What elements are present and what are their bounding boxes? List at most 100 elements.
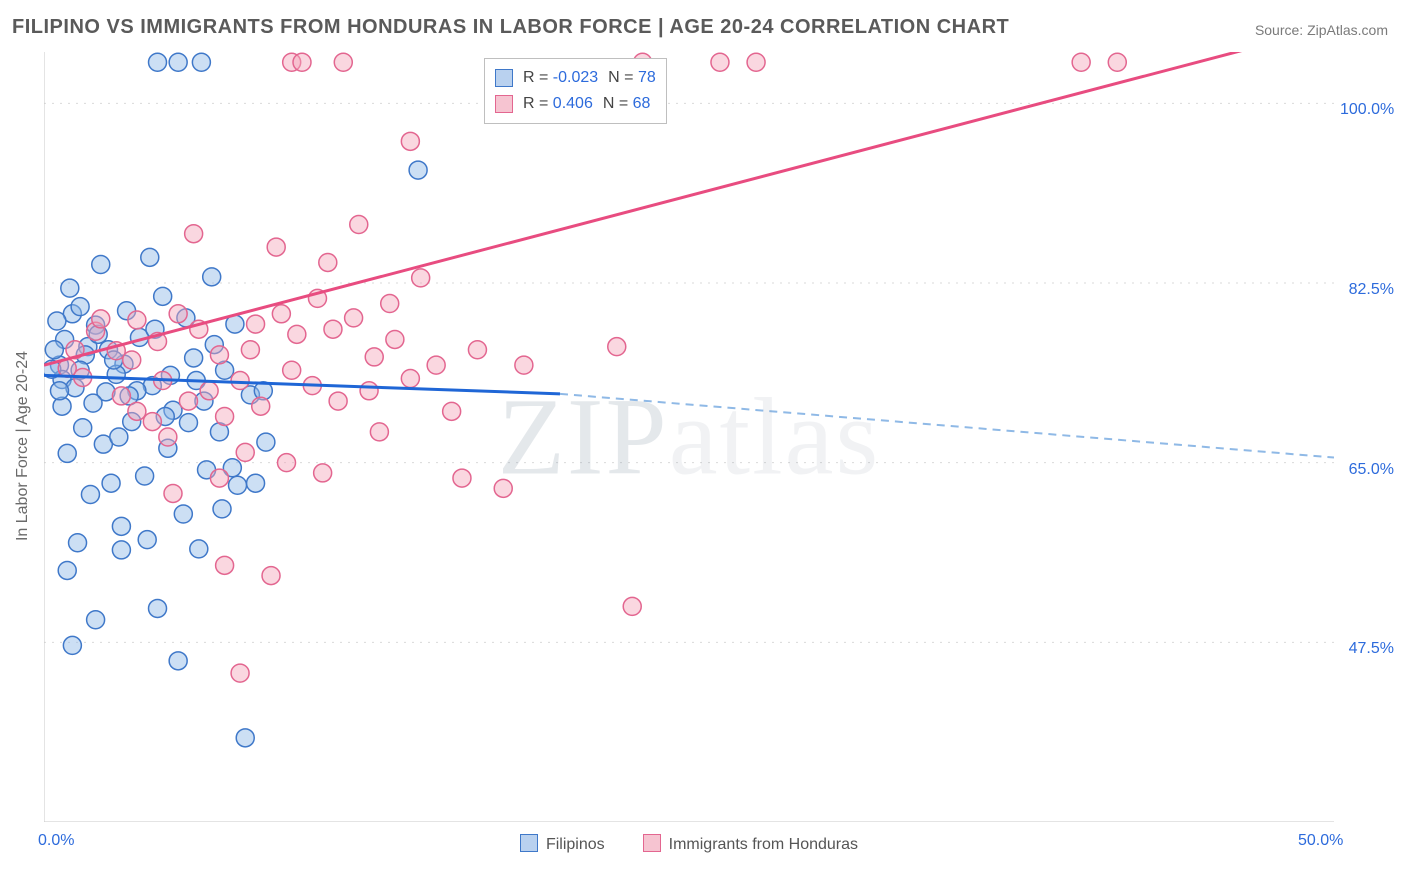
data-point (515, 356, 533, 374)
data-point (87, 611, 105, 629)
data-point (1108, 53, 1126, 71)
data-point (190, 540, 208, 558)
swatch-icon (520, 834, 538, 852)
data-point (112, 517, 130, 535)
data-point (128, 311, 146, 329)
data-point (69, 534, 87, 552)
data-point (58, 561, 76, 579)
data-point (381, 295, 399, 313)
data-point (711, 53, 729, 71)
data-point (149, 53, 167, 71)
data-point (179, 414, 197, 432)
data-point (324, 320, 342, 338)
data-point (200, 382, 218, 400)
data-point (74, 419, 92, 437)
data-point (159, 428, 177, 446)
data-point (143, 413, 161, 431)
data-point (164, 484, 182, 502)
data-point (92, 310, 110, 328)
data-point (334, 53, 352, 71)
plot-area: ZIPatlas R = -0.023 N = 78 R = 0.406 N =… (44, 52, 1334, 822)
data-point (229, 476, 247, 494)
legend: Filipinos Immigrants from Honduras (44, 834, 1334, 854)
data-point (112, 387, 130, 405)
y-tick-label: 82.5% (1340, 281, 1394, 299)
data-point (48, 312, 66, 330)
chart-title: FILIPINO VS IMMIGRANTS FROM HONDURAS IN … (12, 16, 1009, 39)
data-point (252, 397, 270, 415)
data-point (747, 53, 765, 71)
data-point (293, 53, 311, 71)
data-point (608, 338, 626, 356)
data-point (138, 531, 156, 549)
data-point (92, 256, 110, 274)
data-point (370, 423, 388, 441)
data-point (58, 444, 76, 462)
stats-row: R = 0.406 N = 68 (495, 91, 656, 117)
data-point (272, 305, 290, 323)
stat-r: R = 0.406 (523, 95, 593, 113)
y-axis-label: In Labor Force | Age 20-24 (8, 0, 38, 892)
data-point (203, 268, 221, 286)
data-point (412, 269, 430, 287)
stat-n: N = 68 (603, 95, 651, 113)
data-point (468, 341, 486, 359)
data-point (236, 443, 254, 461)
data-point (213, 500, 231, 518)
data-point (185, 225, 203, 243)
data-point (262, 567, 280, 585)
data-point (350, 215, 368, 233)
data-point (267, 238, 285, 256)
legend-item: Immigrants from Honduras (643, 834, 858, 854)
data-point (278, 454, 296, 472)
stat-r: R = -0.023 (523, 69, 598, 87)
data-point (136, 467, 154, 485)
data-point (192, 53, 210, 71)
data-point (401, 369, 419, 387)
stats-row: R = -0.023 N = 78 (495, 65, 656, 91)
data-point (1072, 53, 1090, 71)
data-point (494, 479, 512, 497)
data-point (329, 392, 347, 410)
data-point (71, 298, 89, 316)
y-tick-label: 65.0% (1340, 461, 1394, 479)
data-point (169, 652, 187, 670)
data-point (50, 382, 68, 400)
data-point (61, 279, 79, 297)
data-point (45, 341, 63, 359)
data-point (141, 248, 159, 266)
data-point (345, 309, 363, 327)
data-point (401, 132, 419, 150)
data-point (288, 325, 306, 343)
data-point (210, 346, 228, 364)
data-point (84, 394, 102, 412)
data-point (453, 469, 471, 487)
data-point (179, 392, 197, 410)
data-point (247, 474, 265, 492)
data-point (216, 407, 234, 425)
source-credit: Source: ZipAtlas.com (1255, 22, 1388, 38)
data-point (283, 361, 301, 379)
data-point (319, 253, 337, 271)
data-point (386, 330, 404, 348)
scatter-plot (44, 52, 1334, 822)
data-point (210, 469, 228, 487)
data-point (247, 315, 265, 333)
swatch-icon (643, 834, 661, 852)
data-point (112, 541, 130, 559)
data-point (169, 305, 187, 323)
data-point (110, 428, 128, 446)
data-point (241, 341, 259, 359)
data-point (169, 53, 187, 71)
data-point (63, 636, 81, 654)
data-point (257, 433, 275, 451)
data-point (236, 729, 254, 747)
data-point (185, 349, 203, 367)
data-point (149, 599, 167, 617)
data-point (623, 597, 641, 615)
data-point (128, 402, 146, 420)
swatch-icon (495, 95, 513, 113)
data-point (102, 474, 120, 492)
data-point (314, 464, 332, 482)
stats-box: R = -0.023 N = 78 R = 0.406 N = 68 (484, 58, 667, 124)
